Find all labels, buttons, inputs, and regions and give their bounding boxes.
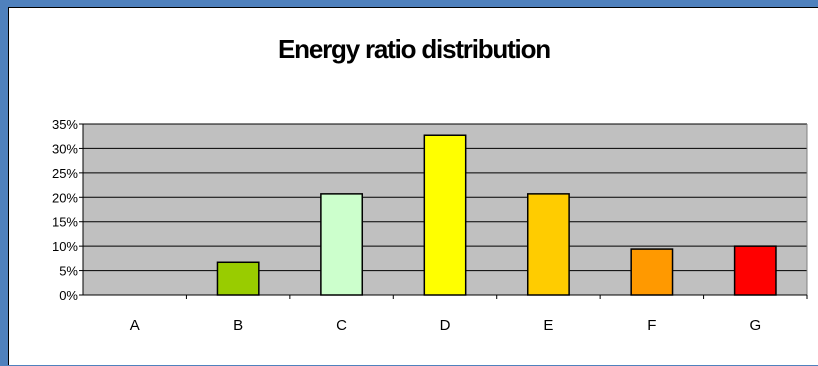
y-tick-label: 15% [52, 215, 78, 230]
bar-B [216, 261, 260, 296]
category-label-E: E [543, 317, 553, 334]
category-label-B: B [233, 317, 243, 334]
bars [216, 134, 777, 296]
y-tick-label: 35% [52, 117, 78, 132]
axes [79, 123, 808, 299]
category-label-G: G [749, 317, 761, 334]
category-label-C: C [336, 317, 347, 334]
bar-C [320, 193, 364, 296]
category-label-A: A [130, 317, 140, 334]
y-tick-label: 10% [52, 239, 78, 254]
y-tick-label: 5% [59, 264, 78, 279]
y-tick-label: 0% [59, 288, 78, 303]
chart-title: Energy ratio distribution [278, 34, 551, 64]
bar-chart: 0% 5% 10% 15% 20% 25% 30% 35% A B C D E F G [52, 117, 808, 334]
y-tick-label: 25% [52, 166, 78, 181]
bar-F [630, 248, 674, 296]
bar-D [423, 134, 467, 296]
bar-E [526, 193, 570, 296]
y-tick-label: 20% [52, 190, 78, 205]
axis-labels: 0% 5% 10% 15% 20% 25% 30% 35% A B C D E F G [52, 117, 761, 334]
y-tick-label: 30% [52, 141, 78, 156]
bar-G [733, 245, 777, 296]
category-label-D: D [440, 317, 451, 334]
chart-frame: Energy ratio distribution 0% 5% 10% 15% 20% 2… [8, 7, 818, 365]
category-label-F: F [647, 317, 656, 334]
